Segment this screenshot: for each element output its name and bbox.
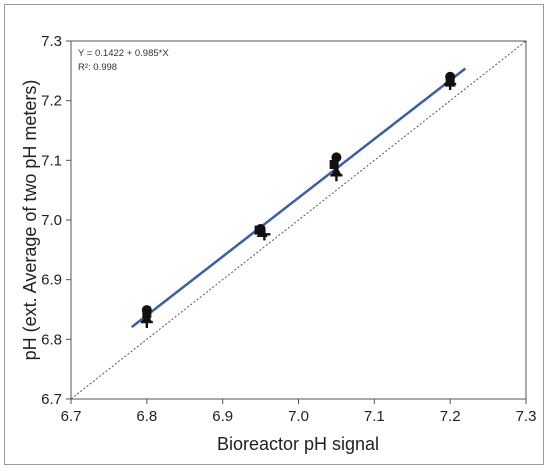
data-point-plus bbox=[330, 169, 343, 182]
data-point-square bbox=[254, 225, 264, 235]
x-tick-label: 6.8 bbox=[136, 408, 157, 425]
equation-annotation: Y = 0.1422 + 0.985*X bbox=[78, 48, 169, 59]
identity-line bbox=[70, 40, 527, 400]
data-markers bbox=[140, 71, 457, 329]
lines bbox=[70, 40, 527, 400]
r-squared-annotation: R²: 0.998 bbox=[78, 62, 117, 73]
x-tick-label: 6.7 bbox=[61, 408, 82, 425]
y-tick-label: 6.7 bbox=[41, 391, 62, 408]
y-tick-label: 7.2 bbox=[41, 93, 62, 110]
data-point-circle bbox=[331, 152, 342, 163]
x-tick-label: 7.1 bbox=[364, 408, 385, 425]
data-point-square bbox=[329, 160, 339, 170]
annotations: Y = 0.1422 + 0.985*X R²: 0.998 Bioreacto… bbox=[20, 48, 379, 454]
data-point-plus bbox=[258, 228, 271, 241]
regression-line bbox=[130, 67, 467, 329]
y-axis-title: pH (ext. Average of two pH meters) bbox=[20, 80, 40, 361]
x-tick-label: 7.2 bbox=[440, 408, 461, 425]
y-tick-label: 7.1 bbox=[41, 152, 62, 169]
x-tick-label: 7.3 bbox=[516, 408, 537, 425]
x-axis-title: Bioreactor pH signal bbox=[217, 434, 379, 454]
y-tick-label: 7.0 bbox=[41, 212, 62, 229]
x-tick-label: 6.9 bbox=[212, 408, 233, 425]
axes: 6.7 6.8 6.9 7.0 7.1 7.2 7.3 6.7 6.8 6.9 7.0 7.1 7.2 7… bbox=[41, 33, 536, 425]
data-point-plus bbox=[444, 77, 457, 90]
x-tick-label: 7.0 bbox=[288, 408, 309, 425]
data-point-plus bbox=[140, 316, 153, 329]
y-tick-label: 6.9 bbox=[41, 272, 62, 289]
y-tick-label: 6.8 bbox=[41, 331, 62, 348]
y-tick-label: 7.3 bbox=[41, 33, 62, 50]
